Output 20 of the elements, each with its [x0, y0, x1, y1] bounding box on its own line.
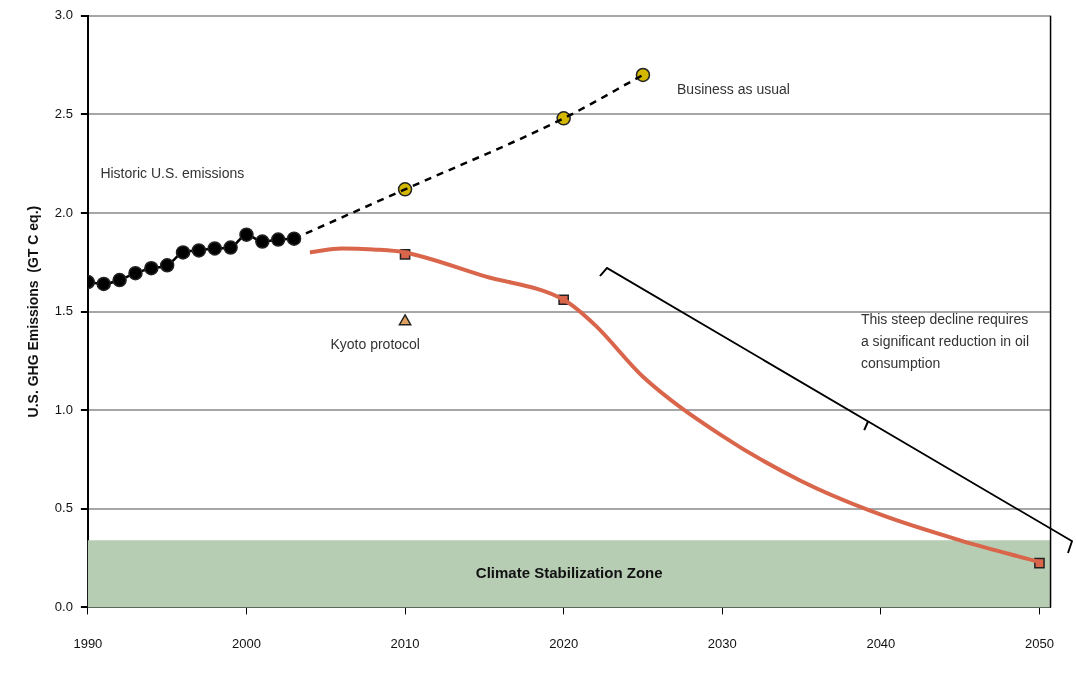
x-tick-label: 1990: [73, 635, 103, 651]
annotation: This steep decline requires a significant reduction in oil consumption: [860, 311, 1030, 372]
annotation: Business as usual: [677, 80, 790, 97]
x-tick-label: 2010: [390, 635, 420, 651]
annotation: Kyoto protocol: [330, 336, 420, 353]
y-tick-label: 1.0: [54, 401, 73, 417]
x-tick-label: 2040: [866, 635, 896, 651]
y-tick-label: 3.0: [54, 7, 73, 23]
x-tick-label: 2000: [232, 635, 261, 651]
x-tick-label: 2020: [549, 635, 579, 651]
y-tick-label: 2.0: [54, 204, 73, 220]
x-tick-label: 2050: [1024, 635, 1054, 651]
x-tick-label: 2030: [707, 635, 737, 651]
y-tick-label: 2.5: [54, 105, 73, 121]
annotation: Historic U.S. emissions: [100, 164, 245, 181]
y-tick-label: 1.5: [54, 303, 73, 319]
band-label: Climate Stabilization Zone: [475, 564, 663, 582]
y-axis-title: U.S. GHG Emissions (GT C eq.): [25, 205, 42, 418]
y-tick-label: 0.0: [54, 598, 73, 614]
y-tick-label: 0.5: [54, 500, 73, 516]
